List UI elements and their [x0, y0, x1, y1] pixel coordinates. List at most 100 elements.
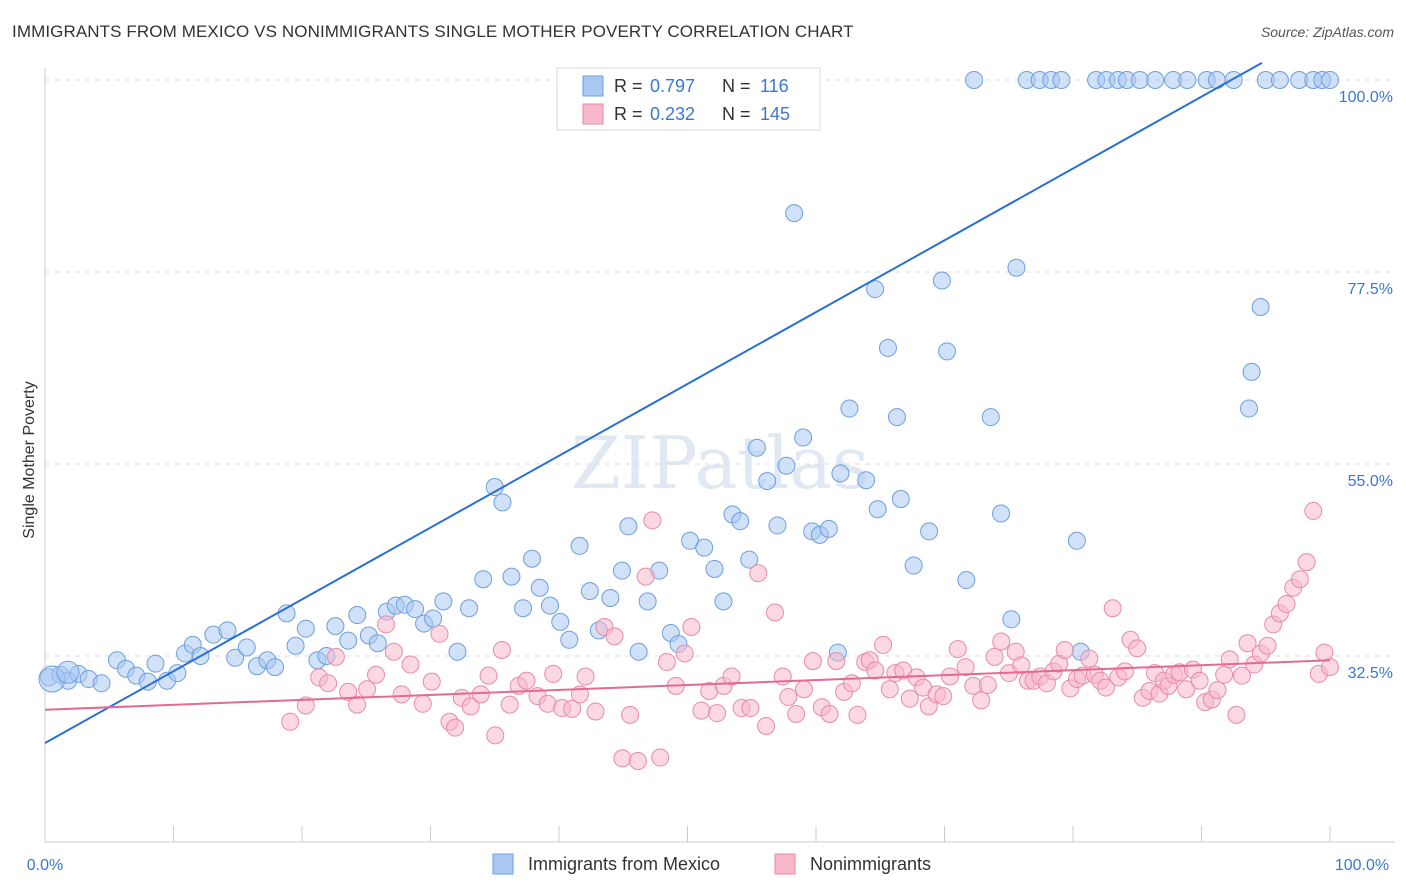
- data-point: [226, 648, 245, 667]
- data-point: [326, 617, 345, 636]
- series-legend-label: Nonimmigrants: [810, 854, 931, 874]
- data-point: [560, 630, 579, 649]
- data-point: [502, 567, 521, 586]
- data-point: [1251, 297, 1270, 316]
- data-point: [430, 624, 449, 643]
- data-point: [878, 338, 897, 357]
- stats-legend-n-label: N =: [722, 76, 751, 96]
- data-point: [628, 751, 647, 770]
- data-point: [708, 704, 727, 723]
- data-point: [605, 627, 624, 646]
- data-point: [965, 71, 984, 89]
- data-point: [424, 609, 443, 628]
- series-legend-label: Immigrants from Mexico: [528, 854, 720, 874]
- data-point: [981, 408, 1000, 427]
- data-point: [517, 671, 536, 690]
- series-legend-swatch: [492, 853, 514, 875]
- data-point: [358, 680, 377, 699]
- data-point: [551, 612, 570, 631]
- data-point: [940, 667, 959, 686]
- data-point: [218, 621, 237, 640]
- data-point: [384, 642, 403, 661]
- series-nonimmigrants: [281, 501, 1339, 770]
- watermark: ZIPatlas: [571, 421, 869, 505]
- y-tick-label: 77.5%: [1348, 281, 1393, 298]
- data-point: [580, 582, 599, 601]
- data-point: [281, 712, 300, 731]
- data-point: [938, 342, 957, 361]
- data-point: [446, 718, 465, 737]
- data-point: [586, 702, 605, 721]
- data-point: [92, 674, 111, 693]
- data-point: [692, 701, 711, 720]
- stats-legend-swatch: [582, 75, 604, 97]
- data-point: [657, 652, 676, 671]
- data-point: [1224, 71, 1243, 89]
- data-point: [740, 550, 759, 569]
- data-point: [675, 644, 694, 663]
- stats-legend: R = 0.797 N = 116 R = 0.232 N = 145: [556, 67, 821, 131]
- data-point: [842, 674, 861, 693]
- data-point: [900, 689, 919, 708]
- data-point: [803, 652, 822, 671]
- y-tick-label: 32.5%: [1348, 665, 1393, 682]
- data-point: [348, 606, 367, 625]
- data-point: [514, 599, 533, 618]
- data-point: [651, 748, 670, 767]
- data-point: [705, 559, 724, 578]
- stats-legend-n-label: N =: [722, 104, 751, 124]
- data-point: [1146, 71, 1165, 89]
- data-point: [1190, 671, 1209, 690]
- data-point: [934, 687, 953, 706]
- data-point: [1215, 665, 1234, 684]
- stats-legend-r-label: R =: [614, 104, 643, 124]
- data-point: [392, 685, 411, 704]
- data-point: [1178, 71, 1197, 89]
- data-point: [368, 634, 387, 653]
- series-immigrants-from-mexico: [39, 71, 1339, 693]
- data-point: [1220, 650, 1239, 669]
- data-point: [1242, 362, 1261, 381]
- data-point: [492, 641, 511, 660]
- stats-legend-r-value: 0.232: [650, 104, 695, 124]
- data-point: [820, 705, 839, 724]
- data-point: [866, 661, 885, 680]
- data-point: [237, 638, 256, 657]
- data-point: [460, 599, 479, 618]
- data-point: [757, 716, 776, 735]
- data-point: [758, 472, 777, 491]
- data-point: [866, 280, 885, 299]
- data-point: [448, 642, 467, 661]
- data-point: [714, 592, 733, 611]
- data-point: [1270, 71, 1289, 89]
- data-point: [643, 511, 662, 530]
- y-tick-label: 55.0%: [1348, 473, 1393, 490]
- data-point: [1115, 662, 1134, 681]
- data-point: [682, 617, 701, 636]
- stats-legend-n-value: 145: [760, 104, 790, 124]
- data-point: [765, 603, 784, 622]
- data-point: [401, 655, 420, 674]
- data-point: [474, 570, 493, 589]
- data-point: [434, 592, 453, 611]
- data-point: [296, 619, 315, 638]
- stats-legend-r-label: R =: [614, 76, 643, 96]
- data-point: [768, 516, 787, 535]
- data-point: [266, 658, 285, 677]
- data-point: [485, 478, 504, 497]
- data-point: [406, 600, 425, 619]
- series-legend: Immigrants from Mexico Nonimmigrants: [492, 853, 931, 875]
- data-point: [286, 636, 305, 655]
- data-point: [1103, 599, 1122, 618]
- data-point: [638, 592, 657, 611]
- data-point: [985, 647, 1004, 666]
- data-point: [1238, 634, 1257, 653]
- data-point: [56, 660, 80, 684]
- data-point: [1208, 681, 1227, 700]
- data-point: [779, 687, 798, 706]
- data-point: [1096, 678, 1115, 697]
- data-point: [621, 705, 640, 724]
- data-point: [348, 695, 367, 714]
- data-point: [461, 697, 480, 716]
- trend-line-immigrants-from-mexico: [44, 62, 1263, 744]
